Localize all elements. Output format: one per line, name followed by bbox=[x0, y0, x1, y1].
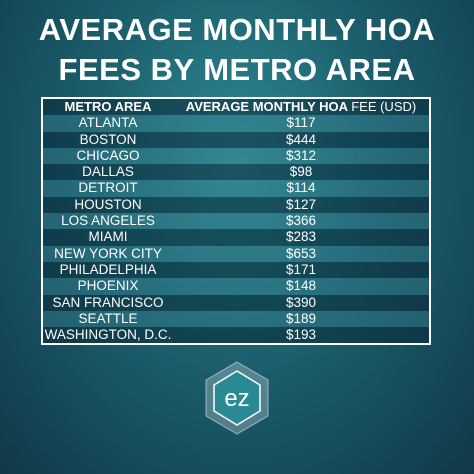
fee-cell: $444 bbox=[285, 131, 317, 147]
fee-cell: $189 bbox=[285, 310, 317, 326]
title-line: AVERAGE MONTHLY HOA bbox=[38, 12, 436, 47]
fee-table: METRO AREA AVERAGE MONTHLY HOA FEE (USD)… bbox=[41, 97, 431, 345]
fee-cell: $193 bbox=[285, 327, 317, 343]
fee-cell: $148 bbox=[285, 278, 317, 294]
metro-cell: PHILADELPHIA bbox=[59, 261, 157, 277]
fee-cell: $390 bbox=[285, 294, 317, 310]
metro-cell: NEW YORK CITY bbox=[54, 245, 162, 261]
fee-cell: $171 bbox=[285, 261, 317, 277]
table-row: PHOENIX $148 bbox=[43, 278, 429, 295]
table-row: LOS ANGELES $366 bbox=[43, 213, 429, 230]
header-row: METRO AREA AVERAGE MONTHLY HOA FEE (USD) bbox=[43, 99, 429, 116]
table-row: DETROIT $114 bbox=[43, 180, 429, 197]
table-row: NEW YORK CITY $653 bbox=[43, 245, 429, 262]
metro-cell: WASHINGTON, D.C. bbox=[44, 327, 172, 343]
table-row: HOUSTON $127 bbox=[43, 196, 429, 214]
table-row: SAN FRANCISCO $390 bbox=[43, 294, 429, 311]
metro-cell: PHOENIX bbox=[77, 278, 139, 294]
fee-cell: $653 bbox=[285, 245, 317, 261]
table-row: ATLANTA $117 bbox=[43, 115, 429, 132]
fee-cell: $117 bbox=[286, 115, 316, 131]
table-row: CHICAGO $312 bbox=[43, 147, 429, 165]
metro-cell: SEATTLE bbox=[78, 310, 138, 326]
header-text: AVERAGE MONTHLY HOA bbox=[185, 99, 348, 114]
fee-cell: $283 bbox=[285, 229, 317, 245]
header-text: FEE (USD) bbox=[351, 99, 417, 114]
fee-cell: $114 bbox=[286, 180, 316, 196]
logo-text: ez bbox=[224, 385, 249, 412]
table-row: DALLAS $98 bbox=[43, 164, 429, 181]
metro-cell: HOUSTON bbox=[74, 196, 142, 212]
fee-cell: $98 bbox=[289, 164, 313, 180]
fee-cell: $312 bbox=[285, 147, 317, 163]
table-row: WASHINGTON, D.C. $193 bbox=[43, 327, 429, 344]
metro-cell: MIAMI bbox=[88, 229, 128, 245]
fee-cell: $366 bbox=[285, 213, 317, 229]
title: AVERAGE MONTHLY HOA FEES BY METRO AREA bbox=[0, 10, 474, 90]
title-line: FEES BY METRO AREA bbox=[58, 52, 416, 87]
logo: ez bbox=[205, 361, 269, 435]
metro-cell: DALLAS bbox=[82, 164, 134, 180]
metro-cell: DETROIT bbox=[78, 180, 138, 196]
metro-cell: ATLANTA bbox=[78, 115, 138, 131]
metro-cell: CHICAGO bbox=[76, 147, 140, 163]
metro-cell: BOSTON bbox=[79, 131, 137, 147]
metro-cell: LOS ANGELES bbox=[61, 213, 155, 229]
fee-cell: $127 bbox=[285, 196, 317, 212]
header-cell: AVERAGE MONTHLY HOA FEE (USD) bbox=[173, 99, 429, 115]
table-row: BOSTON $444 bbox=[43, 131, 429, 148]
table-row: MIAMI $283 bbox=[43, 229, 429, 246]
table-row: PHILADELPHIA $171 bbox=[43, 261, 429, 279]
metro-cell: SAN FRANCISCO bbox=[52, 294, 164, 310]
table-row: SEATTLE $189 bbox=[43, 310, 429, 328]
header-cell: METRO AREA bbox=[64, 99, 152, 114]
